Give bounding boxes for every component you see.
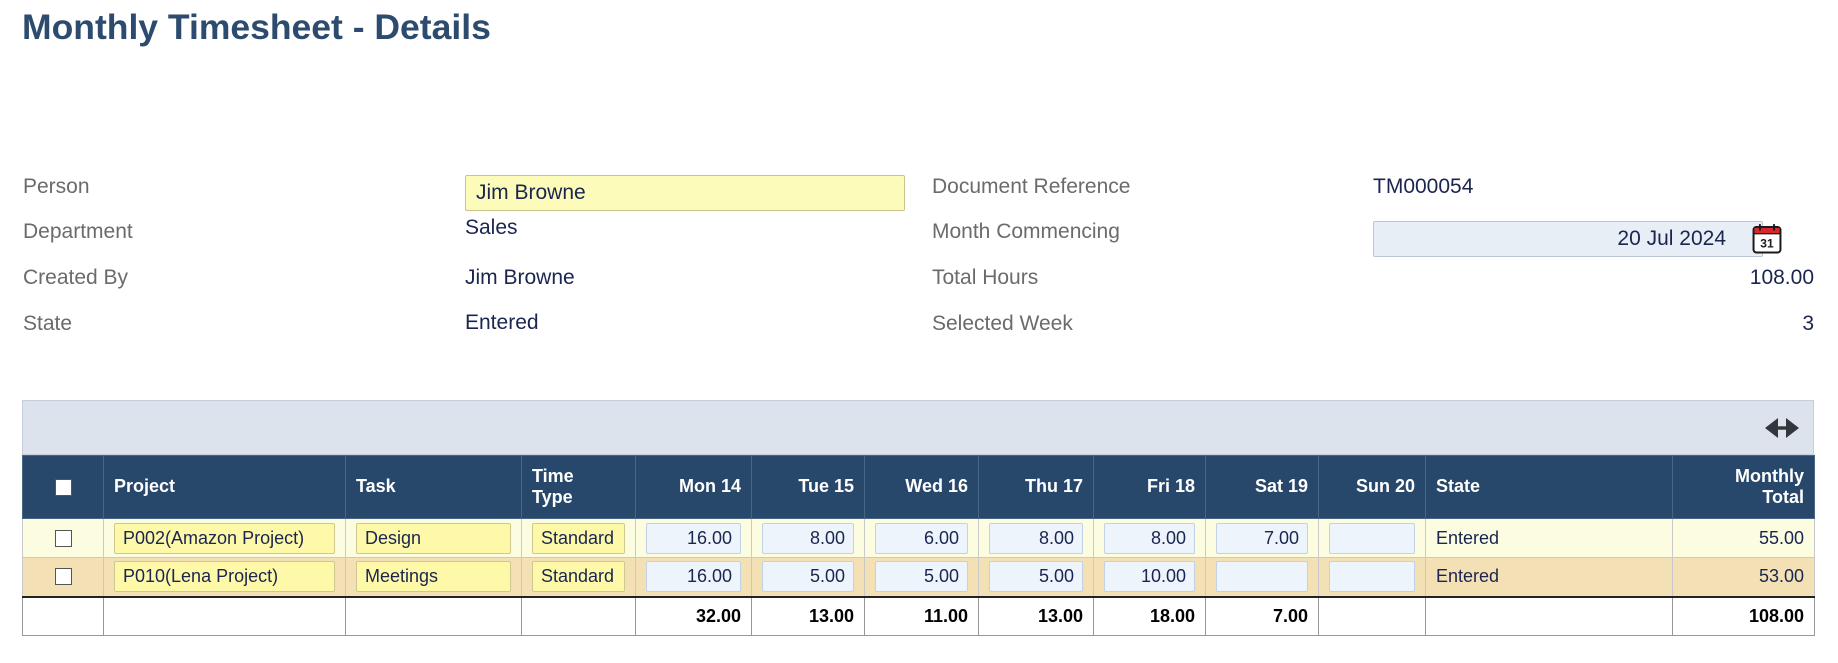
svg-text:31: 31 bbox=[1760, 237, 1774, 251]
